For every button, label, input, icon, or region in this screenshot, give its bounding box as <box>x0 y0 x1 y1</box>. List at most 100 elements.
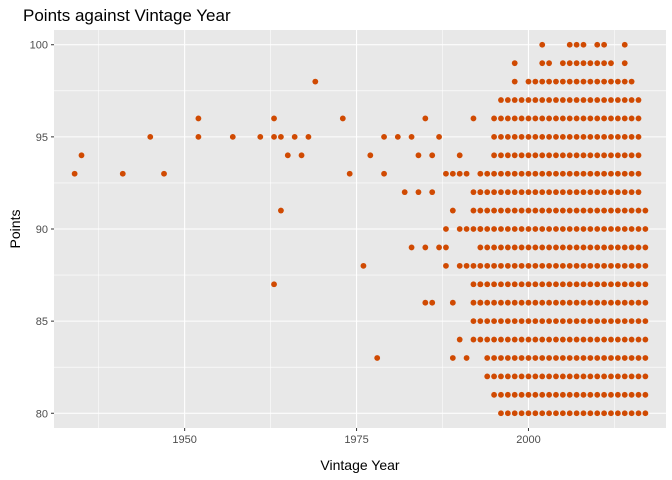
data-point <box>525 373 532 380</box>
data-point <box>271 115 277 122</box>
data-point <box>539 391 546 398</box>
data-point <box>518 318 525 325</box>
data-point <box>477 226 484 232</box>
data-point <box>511 152 518 159</box>
data-point <box>553 170 559 177</box>
points-layer <box>71 41 649 417</box>
data-point <box>504 133 511 140</box>
data-point <box>580 97 587 103</box>
data-point <box>559 207 566 214</box>
data-point <box>525 391 532 398</box>
data-point <box>580 115 587 122</box>
data-point <box>553 78 559 85</box>
data-point <box>553 226 559 232</box>
data-point <box>566 318 573 325</box>
data-point <box>635 373 642 380</box>
data-point <box>566 207 573 214</box>
data-point <box>532 207 539 214</box>
data-point <box>559 189 566 196</box>
data-point <box>573 410 580 417</box>
data-point <box>628 97 635 103</box>
data-point <box>504 170 511 177</box>
data-point <box>484 373 491 380</box>
data-point <box>463 262 470 269</box>
data-point <box>553 355 559 361</box>
data-point <box>587 207 594 214</box>
data-point <box>539 41 546 48</box>
data-point <box>614 78 621 85</box>
data-point <box>518 355 525 361</box>
data-point <box>504 115 511 122</box>
data-point <box>601 281 608 288</box>
data-point <box>312 78 319 85</box>
data-point <box>511 170 518 177</box>
data-point <box>532 281 539 288</box>
data-point <box>546 60 553 67</box>
data-point <box>498 226 504 232</box>
data-point <box>580 226 587 232</box>
data-point <box>587 281 594 288</box>
data-point <box>429 299 436 306</box>
data-point <box>546 115 553 122</box>
x-tick-label: 2000 <box>516 434 540 446</box>
data-point <box>642 336 649 343</box>
data-point <box>518 410 525 417</box>
data-point <box>539 152 546 159</box>
data-point <box>470 336 477 343</box>
data-point <box>628 78 635 85</box>
data-point <box>491 152 497 159</box>
data-point <box>525 152 532 159</box>
data-point <box>539 299 546 306</box>
data-point <box>621 78 628 85</box>
data-point <box>504 373 511 380</box>
data-point <box>518 336 525 343</box>
data-point <box>642 226 649 232</box>
data-point <box>367 152 374 159</box>
data-point <box>587 60 594 67</box>
data-point <box>614 355 621 361</box>
data-point <box>525 170 532 177</box>
data-point <box>628 373 635 380</box>
data-point <box>594 207 601 214</box>
y-tick-label: 80 <box>36 408 48 420</box>
data-point <box>525 78 532 85</box>
data-point <box>539 97 546 103</box>
data-point <box>456 336 463 343</box>
data-point <box>484 244 491 251</box>
data-point <box>559 336 566 343</box>
data-point <box>539 336 546 343</box>
data-point <box>525 355 532 361</box>
chart-title: Points against Vintage Year <box>23 6 231 25</box>
data-point <box>566 226 573 232</box>
data-point <box>621 115 628 122</box>
data-point <box>546 133 553 140</box>
data-point <box>608 410 614 417</box>
data-point <box>628 170 635 177</box>
data-point <box>415 189 422 196</box>
data-point <box>608 97 614 103</box>
data-point <box>436 244 442 251</box>
data-point <box>539 115 546 122</box>
data-point <box>614 207 621 214</box>
data-point <box>525 281 532 288</box>
data-point <box>484 355 491 361</box>
data-point <box>573 281 580 288</box>
data-point <box>504 318 511 325</box>
data-point <box>635 281 642 288</box>
data-point <box>566 262 573 269</box>
data-point <box>573 60 580 67</box>
data-point <box>518 226 525 232</box>
data-point <box>587 78 594 85</box>
data-point <box>305 133 312 140</box>
data-point <box>594 60 601 67</box>
data-point <box>518 170 525 177</box>
data-point <box>573 207 580 214</box>
data-point <box>580 244 587 251</box>
data-point <box>608 133 614 140</box>
data-point <box>621 207 628 214</box>
data-point <box>456 170 463 177</box>
data-point <box>491 170 497 177</box>
data-point <box>594 152 601 159</box>
data-point <box>628 226 635 232</box>
data-point <box>608 336 614 343</box>
